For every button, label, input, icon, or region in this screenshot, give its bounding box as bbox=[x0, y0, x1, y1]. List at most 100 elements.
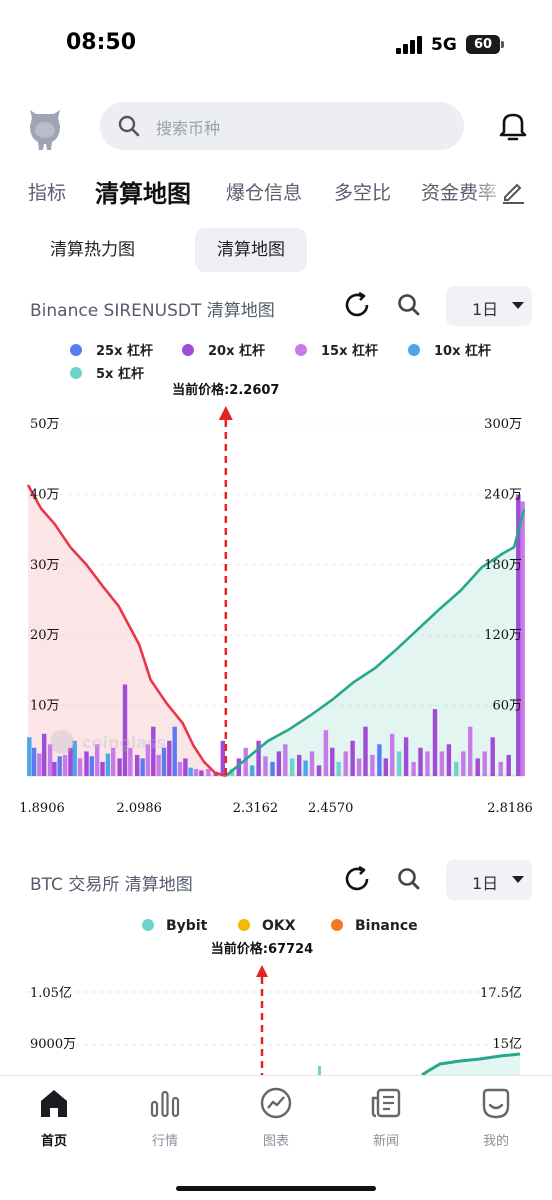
legend-item[interactable]: 15x 杠杆 bbox=[295, 340, 378, 359]
y-left-tick: 40万 bbox=[30, 487, 60, 502]
timeframe-select[interactable]: 1日 bbox=[446, 860, 532, 900]
edit-icon[interactable] bbox=[500, 178, 526, 204]
news-icon bbox=[371, 1088, 401, 1118]
search-icon[interactable] bbox=[396, 292, 422, 318]
bar bbox=[425, 751, 430, 776]
bar bbox=[377, 744, 382, 776]
nav-profile[interactable]: 我的 bbox=[456, 1086, 536, 1149]
bar bbox=[343, 751, 348, 776]
legend-item[interactable]: 25x 杠杆 bbox=[70, 340, 153, 359]
y-left-tick: 20万 bbox=[30, 628, 60, 643]
bar bbox=[140, 758, 145, 776]
legend-item[interactable]: OKX bbox=[238, 918, 296, 934]
bar bbox=[283, 744, 288, 776]
bell-icon[interactable] bbox=[498, 110, 528, 142]
chevron-down-icon bbox=[512, 302, 524, 309]
bar bbox=[336, 761, 341, 776]
y-left-tick: 30万 bbox=[30, 558, 60, 573]
bar bbox=[156, 754, 161, 776]
status-time: 08:50 bbox=[66, 30, 137, 55]
nav-home[interactable]: 首页 bbox=[14, 1086, 94, 1149]
market-icon bbox=[150, 1090, 180, 1118]
current-price-label: 当前价格:2.2607 bbox=[172, 382, 279, 398]
tab-liquidation-map[interactable]: 清算地图 bbox=[95, 180, 191, 208]
chart1-title: Binance SIRENUSDT 清算地图 bbox=[30, 301, 275, 321]
bar bbox=[323, 730, 329, 776]
avatar[interactable] bbox=[24, 104, 66, 150]
search-icon bbox=[118, 115, 140, 137]
x-tick: 2.3162 bbox=[233, 801, 279, 816]
search-placeholder: 搜索币种 bbox=[156, 119, 221, 138]
bar bbox=[57, 756, 62, 776]
search-input[interactable]: 搜索币种 bbox=[100, 102, 464, 150]
bar bbox=[37, 753, 42, 776]
bar bbox=[370, 754, 375, 776]
refresh-icon[interactable] bbox=[342, 290, 372, 320]
bar bbox=[161, 747, 167, 776]
legend-item[interactable]: Bybit bbox=[142, 918, 207, 934]
search-icon[interactable] bbox=[396, 866, 422, 892]
legend-item[interactable]: Binance bbox=[331, 918, 418, 934]
bar bbox=[506, 754, 511, 776]
bar bbox=[403, 737, 409, 776]
exchange-liquidation-chart[interactable]: 当前价格:67724 1.05亿 9000万 17.5亿 15亿 bbox=[0, 935, 552, 1075]
sub-tabs: 清算热力图 清算地图 bbox=[0, 228, 552, 274]
subtab-liquidation-map[interactable]: 清算地图 bbox=[195, 228, 307, 272]
bar bbox=[95, 744, 100, 776]
bar bbox=[446, 744, 452, 776]
bar bbox=[316, 765, 322, 776]
long-area bbox=[422, 1054, 520, 1075]
y-right-tick: 180万 bbox=[484, 558, 522, 573]
y-left-tick: 1.05亿 bbox=[30, 986, 72, 1001]
main-tabs: 指标 清算地图 爆仓信息 多空比 资金费率 bbox=[0, 170, 552, 216]
legend-item[interactable]: 20x 杠杆 bbox=[182, 340, 265, 359]
long-cumulative-line bbox=[421, 1052, 521, 1075]
watermark: coinglass bbox=[82, 733, 166, 752]
x-tick: 2.0986 bbox=[116, 801, 162, 816]
subtab-heatmap[interactable]: 清算热力图 bbox=[50, 240, 135, 260]
bar bbox=[383, 758, 388, 776]
bar bbox=[206, 769, 211, 776]
bar bbox=[89, 756, 94, 776]
nav-market[interactable]: 行情 bbox=[125, 1086, 205, 1149]
current-price-label: 当前价格:67724 bbox=[211, 941, 313, 957]
legend-item[interactable]: 10x 杠杆 bbox=[408, 340, 491, 359]
tab-indicators[interactable]: 指标 bbox=[28, 182, 67, 204]
bar bbox=[122, 684, 128, 776]
bar bbox=[468, 726, 473, 776]
y-right-tick: 60万 bbox=[492, 699, 522, 714]
bar bbox=[72, 740, 77, 776]
bar bbox=[183, 758, 188, 776]
bar bbox=[418, 747, 423, 776]
bar bbox=[475, 758, 480, 776]
tab-liquidation-info[interactable]: 爆仓信息 bbox=[226, 182, 303, 204]
liquidation-map-chart[interactable]: coinglass 当前价格:2.2607 10万 20万 30万 40万 50万 60万… bbox=[0, 378, 552, 823]
home-icon bbox=[41, 1090, 67, 1117]
refresh-icon[interactable] bbox=[342, 864, 372, 894]
bar bbox=[490, 737, 495, 776]
y-left-tick: 9000万 bbox=[30, 1037, 76, 1052]
price-arrow bbox=[218, 406, 233, 420]
long-cumulative-line bbox=[224, 509, 526, 777]
bar bbox=[520, 501, 525, 776]
tab-long-short-ratio[interactable]: 多空比 bbox=[334, 182, 392, 204]
y-right-tick: 240万 bbox=[484, 487, 522, 502]
bar bbox=[516, 494, 521, 776]
nav-chart[interactable]: 图表 bbox=[236, 1086, 316, 1149]
bar bbox=[128, 747, 133, 776]
nav-news[interactable]: 新闻 bbox=[346, 1086, 426, 1149]
bar bbox=[177, 761, 183, 776]
bar bbox=[31, 747, 37, 776]
bar bbox=[47, 744, 53, 776]
bar bbox=[199, 770, 204, 776]
x-tick: 2.8186 bbox=[487, 801, 533, 816]
network-type: 5G bbox=[431, 35, 457, 55]
legend-item[interactable]: 5x 杠杆 bbox=[70, 363, 144, 382]
bar bbox=[454, 761, 459, 776]
chart1-header: Binance SIRENUSDT 清算地图 1日 bbox=[0, 286, 552, 330]
chart2-header: BTC 交易所 清算地图 1日 bbox=[0, 860, 552, 904]
timeframe-select[interactable]: 1日 bbox=[446, 286, 532, 326]
app-header: 搜索币种 bbox=[0, 96, 552, 160]
battery-icon: 60 bbox=[466, 35, 504, 54]
bar bbox=[145, 744, 151, 776]
